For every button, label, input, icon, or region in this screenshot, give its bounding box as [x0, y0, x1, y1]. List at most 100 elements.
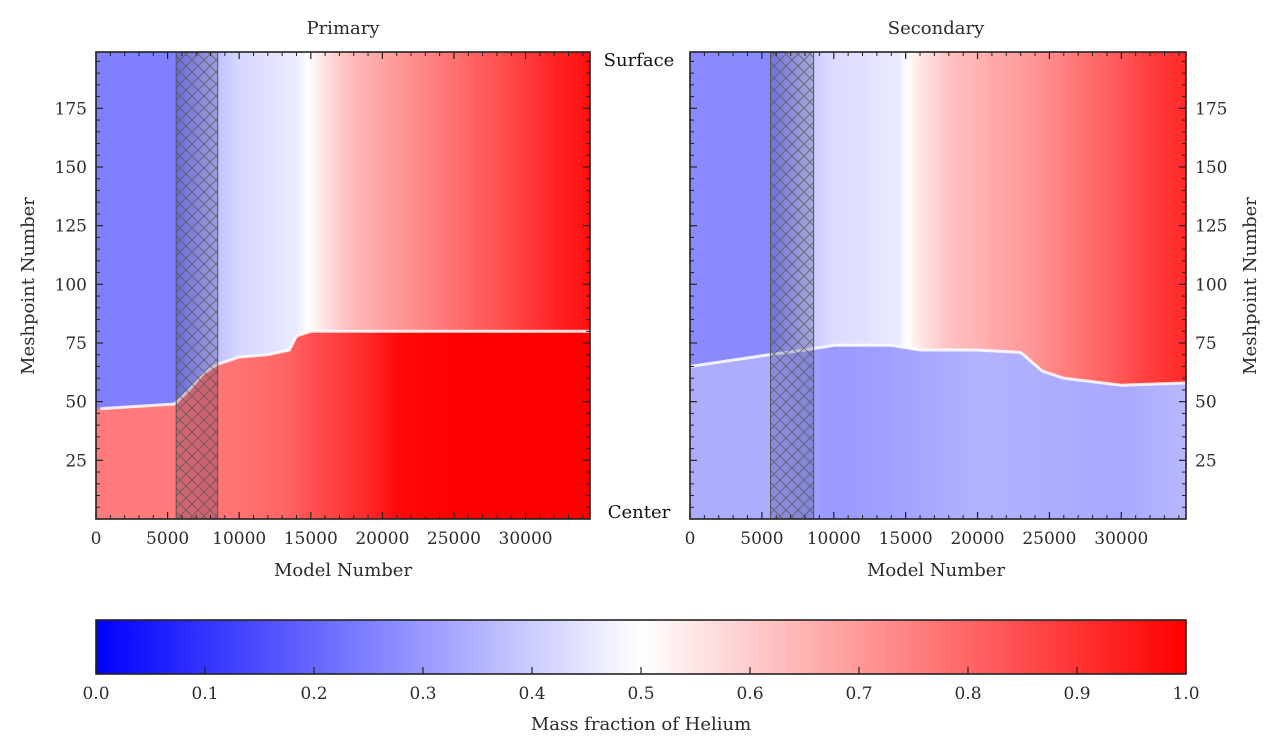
- heat-lower-strip: [248, 356, 252, 519]
- heat-lower-strip: [287, 350, 290, 519]
- heat-upper-strip: [100, 52, 104, 409]
- heat-upper-strip: [1022, 52, 1025, 355]
- heat-lower-strip: [825, 346, 829, 519]
- heat-upper-strip: [1067, 52, 1071, 379]
- heat-upper-strip: [985, 52, 989, 351]
- heat-lower-strip: [905, 347, 909, 519]
- heat-lower-strip: [1071, 379, 1075, 519]
- heat-lower-strip: [426, 331, 430, 519]
- heat-upper-strip: [1078, 52, 1081, 381]
- x-tick-label: 10000: [807, 529, 861, 549]
- heat-upper-strip: [987, 52, 991, 351]
- heat-lower-strip: [446, 331, 449, 519]
- heat-upper-strip: [300, 52, 303, 335]
- heat-upper-strip: [1095, 52, 1099, 383]
- heat-upper-strip: [227, 52, 230, 361]
- heat-upper-strip: [587, 52, 590, 332]
- heat-upper-strip: [1041, 52, 1045, 372]
- heat-upper-strip: [343, 52, 346, 332]
- heat-upper-strip: [218, 52, 222, 364]
- heat-upper-strip: [478, 52, 482, 332]
- heat-lower-strip: [98, 408, 101, 519]
- heat-lower-strip: [860, 345, 864, 519]
- heat-upper-strip: [323, 52, 327, 332]
- heat-lower-strip: [998, 351, 1002, 519]
- heat-upper-strip: [289, 52, 293, 348]
- heat-lower-strip: [523, 331, 527, 519]
- heat-upper-strip: [452, 52, 456, 332]
- heat-upper-strip: [728, 52, 732, 361]
- heat-upper-strip: [959, 52, 963, 351]
- y-tick-label: 125: [55, 217, 87, 237]
- heat-lower-strip: [1052, 374, 1056, 519]
- heat-lower-strip: [267, 354, 271, 519]
- heat-lower-strip: [581, 331, 585, 519]
- heat-upper-strip: [134, 52, 138, 407]
- heat-upper-strip: [1076, 52, 1079, 380]
- heat-lower-strip: [229, 360, 232, 519]
- heat-upper-strip: [1175, 52, 1178, 384]
- heat-upper-strip: [711, 52, 715, 364]
- heat-lower-strip: [1153, 384, 1157, 519]
- heat-lower-strip: [733, 359, 736, 519]
- heat-upper-strip: [1166, 52, 1170, 384]
- heat-upper-strip: [456, 52, 460, 332]
- heat-upper-strip: [1004, 52, 1008, 352]
- y-tick-label: 125: [1195, 217, 1227, 237]
- heat-upper-strip: [886, 52, 889, 346]
- heat-lower-strip: [431, 331, 434, 519]
- x-tick-label: 20000: [950, 529, 1004, 549]
- heat-upper-strip: [435, 52, 439, 332]
- heat-upper-strip: [843, 52, 846, 346]
- heat-upper-strip: [446, 52, 449, 332]
- colorbar-tick-label: 0.1: [191, 684, 218, 704]
- heat-lower-strip: [136, 406, 140, 519]
- heat-lower-strip: [763, 355, 767, 519]
- heat-upper-strip: [413, 52, 417, 332]
- heat-lower-strip: [1119, 385, 1122, 519]
- heat-lower-strip: [347, 331, 351, 519]
- heat-lower-strip: [263, 354, 267, 519]
- heat-upper-strip: [259, 52, 262, 356]
- heat-upper-strip: [252, 52, 256, 356]
- heat-upper-strip: [996, 52, 999, 352]
- primary-ylabel: Meshpoint Number: [18, 197, 39, 375]
- heat-upper-strip: [450, 52, 454, 332]
- heat-upper-strip: [224, 52, 228, 362]
- heat-lower-strip: [894, 346, 898, 519]
- heat-upper-strip: [942, 52, 946, 351]
- heat-lower-strip: [549, 331, 552, 519]
- heat-lower-strip: [1149, 384, 1153, 519]
- heat-upper-strip: [1153, 52, 1157, 385]
- heat-upper-strip: [574, 52, 578, 332]
- heat-upper-strip: [501, 52, 505, 332]
- heat-upper-strip: [877, 52, 881, 346]
- heat-lower-strip: [381, 331, 385, 519]
- heat-upper-strip: [1138, 52, 1142, 385]
- heat-upper-strip: [983, 52, 987, 351]
- heat-upper-strip: [254, 52, 258, 356]
- heat-lower-strip: [1140, 384, 1144, 519]
- heat-lower-strip: [469, 331, 473, 519]
- heat-upper-strip: [1028, 52, 1032, 361]
- heat-lower-strip: [1093, 381, 1097, 519]
- heat-lower-strip: [151, 405, 155, 519]
- heat-lower-strip: [534, 331, 537, 519]
- heat-upper-strip: [978, 52, 982, 351]
- heat-lower-strip: [718, 362, 721, 519]
- heat-upper-strip: [351, 52, 355, 332]
- heat-lower-strip: [817, 347, 820, 519]
- heat-lower-strip: [149, 405, 153, 519]
- heat-upper-strip: [1119, 52, 1122, 386]
- heat-lower-strip: [265, 354, 269, 519]
- heat-lower-strip: [750, 357, 754, 519]
- heat-upper-strip: [991, 52, 995, 351]
- heat-upper-strip: [312, 52, 316, 332]
- heat-upper-strip: [551, 52, 555, 332]
- heat-lower-strip: [100, 408, 104, 519]
- heat-lower-strip: [512, 331, 516, 519]
- heat-lower-strip: [355, 331, 359, 519]
- y-tick-label: 150: [55, 158, 87, 178]
- heat-lower-strip: [1086, 381, 1090, 519]
- heat-lower-strip: [739, 358, 743, 519]
